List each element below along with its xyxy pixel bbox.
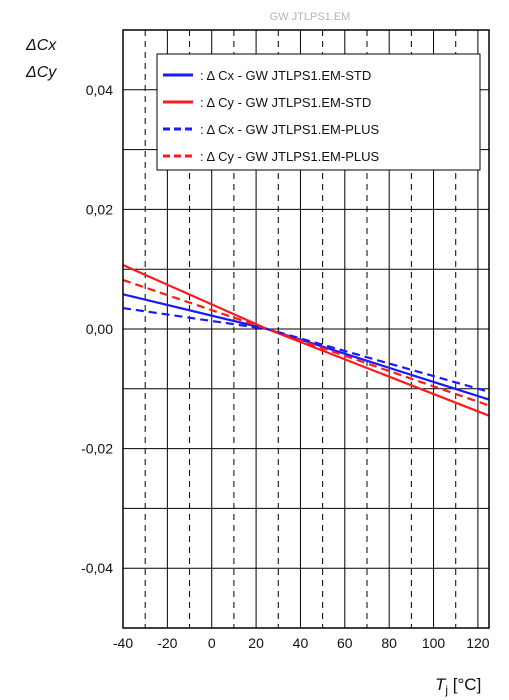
y-axis-label: ΔCx ΔCy xyxy=(25,37,57,81)
series-line xyxy=(122,307,490,393)
y-axis-label-line: ΔCx xyxy=(25,37,57,54)
y-tick-label: 0,00 xyxy=(86,321,113,337)
x-axis-label-unit: [°C] xyxy=(448,675,481,694)
x-tick-label: 80 xyxy=(381,635,397,651)
x-tick-label: 60 xyxy=(337,635,353,651)
legend-label: : Δ Cy - GW JTLPS1.EM-STD xyxy=(200,95,371,110)
y-tick-label: -0,04 xyxy=(81,560,113,576)
series-line xyxy=(122,293,490,401)
x-tick-label: 0 xyxy=(208,635,216,651)
y-tick-label: 0,02 xyxy=(86,201,113,217)
y-tick-label: -0,02 xyxy=(81,441,113,457)
x-tick-label: 20 xyxy=(248,635,264,651)
legend-label: : Δ Cx - GW JTLPS1.EM-PLUS xyxy=(200,122,379,137)
x-tick-label: -20 xyxy=(157,635,177,651)
x-axis-label: Tj [°C] xyxy=(435,675,481,697)
series-lines xyxy=(122,263,490,417)
x-tick-label: 120 xyxy=(466,635,490,651)
legend-label: : Δ Cy - GW JTLPS1.EM-PLUS xyxy=(200,149,379,164)
y-axis-label-line: ΔCy xyxy=(25,64,57,81)
y-tick-label: 0,04 xyxy=(86,82,113,98)
y-tick-labels: -0,04 -0,02 0,00 0,02 0,04 xyxy=(81,82,113,576)
x-axis-label-main: T xyxy=(435,675,447,694)
x-axis-label-sub: j xyxy=(444,683,448,697)
chart-title: GW JTLPS1.EM xyxy=(270,11,351,23)
x-tick-label: 100 xyxy=(422,635,446,651)
plot-frame xyxy=(122,29,490,629)
legend-label: : Δ Cx - GW JTLPS1.EM-STD xyxy=(200,68,371,83)
x-tick-label: 40 xyxy=(293,635,309,651)
legend-box xyxy=(156,53,481,171)
x-tick-labels: -40 -20 0 20 40 60 80 100 120 xyxy=(113,635,490,651)
x-tick-label: -40 xyxy=(113,635,133,651)
legend: : Δ Cx - GW JTLPS1.EM-STD : Δ Cy - GW JTL… xyxy=(156,53,481,171)
series-line xyxy=(122,278,490,407)
